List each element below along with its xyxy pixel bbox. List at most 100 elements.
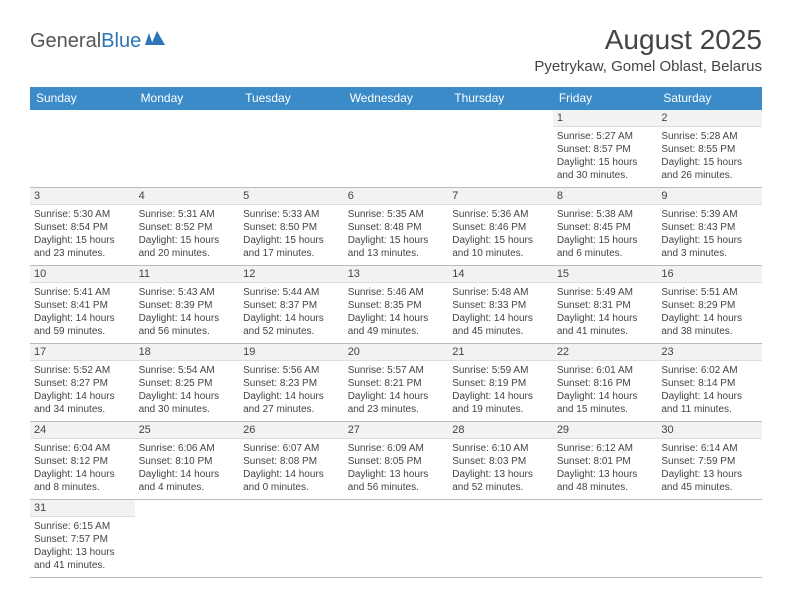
daylight-text: Daylight: 15 hours and 20 minutes.	[139, 234, 236, 260]
daylight-text: Daylight: 14 hours and 41 minutes.	[557, 312, 654, 338]
calendar-cell: 19Sunrise: 5:56 AMSunset: 8:23 PMDayligh…	[239, 344, 344, 422]
calendar-cell: 2Sunrise: 5:28 AMSunset: 8:55 PMDaylight…	[657, 110, 762, 188]
sunrise-text: Sunrise: 5:30 AM	[34, 208, 131, 221]
day-number: 2	[657, 110, 762, 127]
sunrise-text: Sunrise: 6:12 AM	[557, 442, 654, 455]
day-content: Sunrise: 5:30 AMSunset: 8:54 PMDaylight:…	[30, 205, 135, 263]
sunset-text: Sunset: 8:27 PM	[34, 377, 131, 390]
day-content: Sunrise: 5:38 AMSunset: 8:45 PMDaylight:…	[553, 205, 658, 263]
sunset-text: Sunset: 8:39 PM	[139, 299, 236, 312]
title-block: August 2025 Pyetrykaw, Gomel Oblast, Bel…	[534, 24, 762, 75]
sunrise-text: Sunrise: 6:15 AM	[34, 520, 131, 533]
calendar-row: 1Sunrise: 5:27 AMSunset: 8:57 PMDaylight…	[30, 110, 762, 188]
daylight-text: Daylight: 14 hours and 8 minutes.	[34, 468, 131, 494]
calendar-cell: 31Sunrise: 6:15 AMSunset: 7:57 PMDayligh…	[30, 500, 135, 578]
sunset-text: Sunset: 8:48 PM	[348, 221, 445, 234]
calendar-row: 10Sunrise: 5:41 AMSunset: 8:41 PMDayligh…	[30, 266, 762, 344]
calendar-row: 3Sunrise: 5:30 AMSunset: 8:54 PMDaylight…	[30, 188, 762, 266]
calendar-cell	[448, 110, 553, 188]
sunrise-text: Sunrise: 5:31 AM	[139, 208, 236, 221]
day-content: Sunrise: 5:59 AMSunset: 8:19 PMDaylight:…	[448, 361, 553, 419]
calendar-cell	[135, 500, 240, 578]
daylight-text: Daylight: 14 hours and 34 minutes.	[34, 390, 131, 416]
day-number: 28	[448, 422, 553, 439]
sunrise-text: Sunrise: 5:52 AM	[34, 364, 131, 377]
logo-text-2: Blue	[101, 30, 141, 53]
day-number: 11	[135, 266, 240, 283]
day-number: 15	[553, 266, 658, 283]
day-content: Sunrise: 5:52 AMSunset: 8:27 PMDaylight:…	[30, 361, 135, 419]
day-number: 29	[553, 422, 658, 439]
day-content: Sunrise: 5:56 AMSunset: 8:23 PMDaylight:…	[239, 361, 344, 419]
daylight-text: Daylight: 13 hours and 45 minutes.	[661, 468, 758, 494]
day-number: 3	[30, 188, 135, 205]
daylight-text: Daylight: 15 hours and 3 minutes.	[661, 234, 758, 260]
header: GeneralBlue August 2025 Pyetrykaw, Gomel…	[30, 24, 762, 75]
sunset-text: Sunset: 8:16 PM	[557, 377, 654, 390]
day-number: 7	[448, 188, 553, 205]
calendar-cell: 12Sunrise: 5:44 AMSunset: 8:37 PMDayligh…	[239, 266, 344, 344]
calendar-cell	[135, 110, 240, 188]
day-number: 21	[448, 344, 553, 361]
day-number: 14	[448, 266, 553, 283]
day-number: 27	[344, 422, 449, 439]
sunset-text: Sunset: 8:21 PM	[348, 377, 445, 390]
calendar-cell	[239, 500, 344, 578]
sunset-text: Sunset: 8:33 PM	[452, 299, 549, 312]
calendar-body: 1Sunrise: 5:27 AMSunset: 8:57 PMDaylight…	[30, 110, 762, 578]
daylight-text: Daylight: 14 hours and 59 minutes.	[34, 312, 131, 338]
calendar-cell: 21Sunrise: 5:59 AMSunset: 8:19 PMDayligh…	[448, 344, 553, 422]
day-content: Sunrise: 5:27 AMSunset: 8:57 PMDaylight:…	[553, 127, 658, 185]
daylight-text: Daylight: 14 hours and 11 minutes.	[661, 390, 758, 416]
calendar-cell: 14Sunrise: 5:48 AMSunset: 8:33 PMDayligh…	[448, 266, 553, 344]
col-thursday: Thursday	[448, 87, 553, 110]
sunset-text: Sunset: 8:29 PM	[661, 299, 758, 312]
day-content: Sunrise: 6:12 AMSunset: 8:01 PMDaylight:…	[553, 439, 658, 497]
daylight-text: Daylight: 15 hours and 6 minutes.	[557, 234, 654, 260]
day-content: Sunrise: 5:35 AMSunset: 8:48 PMDaylight:…	[344, 205, 449, 263]
calendar-cell: 1Sunrise: 5:27 AMSunset: 8:57 PMDaylight…	[553, 110, 658, 188]
sunset-text: Sunset: 8:31 PM	[557, 299, 654, 312]
sunrise-text: Sunrise: 5:57 AM	[348, 364, 445, 377]
daylight-text: Daylight: 14 hours and 4 minutes.	[139, 468, 236, 494]
daylight-text: Daylight: 14 hours and 15 minutes.	[557, 390, 654, 416]
calendar-row: 31Sunrise: 6:15 AMSunset: 7:57 PMDayligh…	[30, 500, 762, 578]
sunset-text: Sunset: 8:14 PM	[661, 377, 758, 390]
sunset-text: Sunset: 8:23 PM	[243, 377, 340, 390]
sunset-text: Sunset: 7:59 PM	[661, 455, 758, 468]
sunset-text: Sunset: 8:45 PM	[557, 221, 654, 234]
sunrise-text: Sunrise: 6:07 AM	[243, 442, 340, 455]
logo: GeneralBlue	[30, 24, 167, 53]
calendar-cell: 27Sunrise: 6:09 AMSunset: 8:05 PMDayligh…	[344, 422, 449, 500]
flag-icon	[145, 30, 167, 53]
daylight-text: Daylight: 14 hours and 56 minutes.	[139, 312, 236, 338]
sunset-text: Sunset: 8:10 PM	[139, 455, 236, 468]
sunset-text: Sunset: 8:46 PM	[452, 221, 549, 234]
day-content: Sunrise: 5:41 AMSunset: 8:41 PMDaylight:…	[30, 283, 135, 341]
sunrise-text: Sunrise: 5:27 AM	[557, 130, 654, 143]
day-number: 25	[135, 422, 240, 439]
sunrise-text: Sunrise: 6:06 AM	[139, 442, 236, 455]
daylight-text: Daylight: 15 hours and 26 minutes.	[661, 156, 758, 182]
sunrise-text: Sunrise: 5:33 AM	[243, 208, 340, 221]
day-content: Sunrise: 6:02 AMSunset: 8:14 PMDaylight:…	[657, 361, 762, 419]
calendar-cell	[344, 110, 449, 188]
calendar-cell: 28Sunrise: 6:10 AMSunset: 8:03 PMDayligh…	[448, 422, 553, 500]
day-number: 4	[135, 188, 240, 205]
sunset-text: Sunset: 8:41 PM	[34, 299, 131, 312]
sunrise-text: Sunrise: 5:28 AM	[661, 130, 758, 143]
daylight-text: Daylight: 13 hours and 52 minutes.	[452, 468, 549, 494]
day-number: 1	[553, 110, 658, 127]
calendar-cell: 18Sunrise: 5:54 AMSunset: 8:25 PMDayligh…	[135, 344, 240, 422]
calendar-cell	[30, 110, 135, 188]
calendar-cell: 22Sunrise: 6:01 AMSunset: 8:16 PMDayligh…	[553, 344, 658, 422]
day-content: Sunrise: 5:48 AMSunset: 8:33 PMDaylight:…	[448, 283, 553, 341]
calendar-cell: 7Sunrise: 5:36 AMSunset: 8:46 PMDaylight…	[448, 188, 553, 266]
day-content: Sunrise: 5:31 AMSunset: 8:52 PMDaylight:…	[135, 205, 240, 263]
col-sunday: Sunday	[30, 87, 135, 110]
day-content: Sunrise: 5:28 AMSunset: 8:55 PMDaylight:…	[657, 127, 762, 185]
calendar-cell: 3Sunrise: 5:30 AMSunset: 8:54 PMDaylight…	[30, 188, 135, 266]
month-title: August 2025	[534, 24, 762, 56]
sunset-text: Sunset: 7:57 PM	[34, 533, 131, 546]
calendar-cell: 9Sunrise: 5:39 AMSunset: 8:43 PMDaylight…	[657, 188, 762, 266]
